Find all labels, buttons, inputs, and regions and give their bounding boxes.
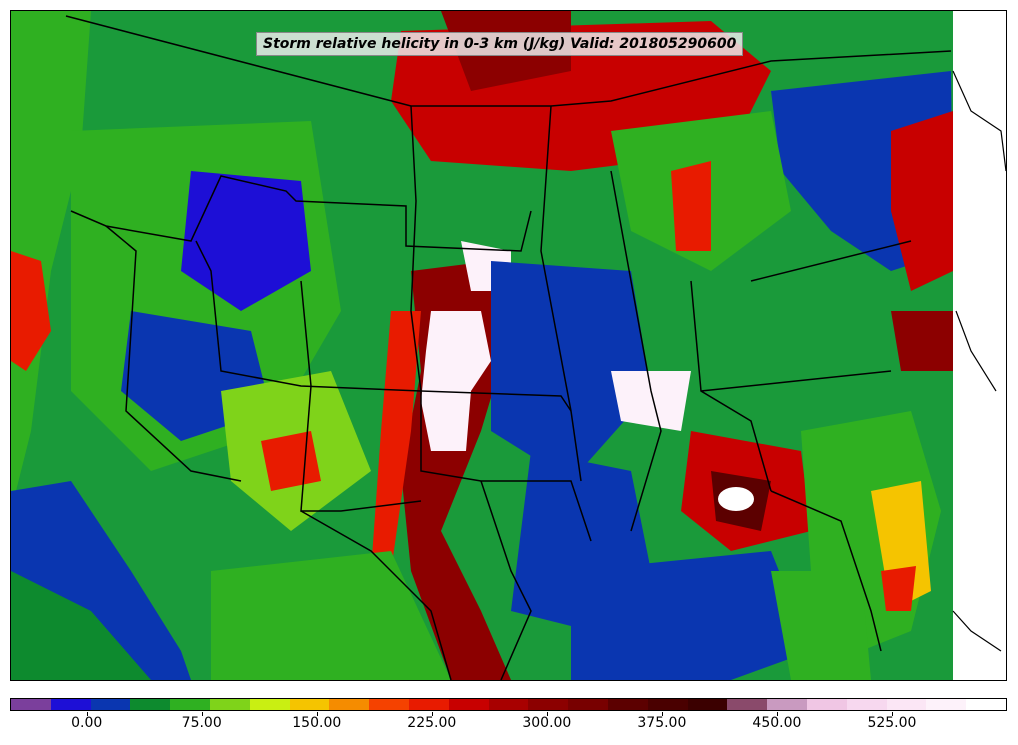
field-midatlantic-darkred (891, 311, 953, 371)
colorbar-segment (369, 699, 409, 710)
colorbar-segment (886, 699, 927, 710)
colorbar-tick-label: 225.00 (407, 715, 457, 731)
east-central-line (690, 280, 772, 492)
map-panel: Storm relative helicity in 0-3 km (J/kg)… (10, 10, 1007, 681)
colorbar-tick (316, 712, 318, 716)
field-max-white (421, 311, 491, 451)
colorbar-segment (90, 699, 131, 710)
colorbar-segment (408, 699, 449, 710)
field-florida-red (881, 566, 916, 611)
state-boundaries (65, 15, 952, 680)
colorbar-tick (201, 712, 203, 716)
colorbar-segment (249, 699, 290, 710)
ohio-line (750, 240, 912, 282)
helicity-map (11, 11, 1006, 680)
colorbar-tick-label: 525.00 (867, 715, 917, 731)
colorbar-segment (568, 699, 608, 710)
california-border (105, 225, 242, 482)
colorbar-segment (767, 699, 807, 710)
field-pacific-red (11, 251, 51, 371)
colorbar-segment (727, 699, 768, 710)
florida-coast (770, 490, 882, 652)
colorbar-segment (448, 699, 489, 710)
northern-tier-line (70, 175, 532, 252)
colorbar-tick (776, 712, 778, 716)
colorbar-segment (528, 699, 569, 710)
colorbar-tick-label: 75.00 (181, 715, 222, 731)
colorbar-segment (11, 699, 51, 710)
colorbar-tick (661, 712, 663, 716)
colorbar-segment (170, 699, 210, 710)
field-central-blue (491, 261, 651, 481)
colorbar-tick-label: 0.00 (71, 715, 103, 731)
colorbar-tick (431, 712, 433, 716)
plains-line (410, 105, 592, 542)
canada-border (65, 15, 952, 107)
colorbar-segment (846, 699, 887, 710)
central-line (195, 240, 572, 412)
colorbar-tick-label: 150.00 (292, 715, 342, 731)
colorbar-tick-label: 300.00 (522, 715, 572, 731)
field-west-blue (181, 171, 311, 311)
colorbar-segment (926, 699, 967, 710)
colorbar-tick-label: 375.00 (637, 715, 687, 731)
colorbar-segment (647, 699, 688, 710)
atlantic-coastline (952, 70, 1006, 652)
field-lakes-red (671, 161, 711, 251)
field-gulf-east-green (771, 571, 871, 680)
midwest-line (540, 105, 582, 482)
field-sw-red (261, 431, 321, 491)
colorbar-tick (891, 712, 893, 716)
mississippi-line (610, 170, 662, 532)
colorbar-segment (50, 699, 91, 710)
colorbar-segment (607, 699, 648, 710)
colorbar-tick-label: 450.00 (752, 715, 802, 731)
colorbar-segment (687, 699, 728, 710)
field-pacific-dkgreen (11, 571, 151, 680)
colorbar-tick (86, 712, 88, 716)
field-northeast-red (891, 111, 953, 291)
colorbar-tick (546, 712, 548, 716)
colorbar-segment (806, 699, 847, 710)
colorbar-segment (209, 699, 250, 710)
field-mexico-green (211, 551, 451, 680)
colorbar-segment (289, 699, 330, 710)
colorbar-segment (966, 699, 1006, 710)
field-tn-white (611, 371, 691, 431)
map-title: Storm relative helicity in 0-3 km (J/kg)… (256, 32, 744, 56)
outside-domain (953, 11, 1006, 680)
field-gulf-white (718, 487, 754, 511)
colorbar-segment (329, 699, 370, 710)
texas-coast (480, 480, 532, 680)
colorbar (10, 698, 1007, 711)
rio-grande (300, 510, 452, 680)
colorbar-segment (130, 699, 171, 710)
field-gulf-south-blue (571, 551, 811, 680)
colorbar-segment (488, 699, 529, 710)
tn-line (700, 370, 892, 392)
